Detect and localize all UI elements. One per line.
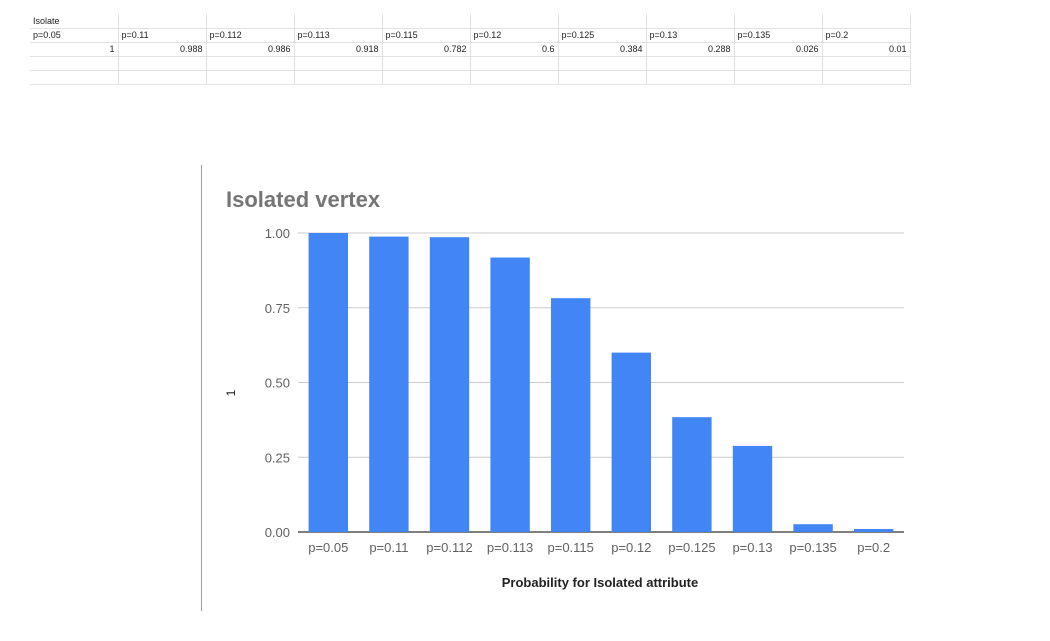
sheet-cell[interactable]: p=0.13 [646, 28, 735, 43]
y-tick-label: 0.00 [265, 525, 290, 540]
x-tick-label: p=0.11 [369, 540, 408, 555]
bar[interactable] [793, 524, 833, 532]
sheet-cell[interactable] [646, 70, 735, 85]
sheet-cell[interactable]: 0.986 [206, 42, 295, 57]
sheet-cell[interactable] [118, 14, 207, 29]
sheet-cell[interactable] [558, 56, 647, 71]
sheet-row [30, 70, 911, 85]
spreadsheet-grid: Isolate p=0.05 p=0.11 p=0.112 p=0.113 p=0.115… [30, 14, 911, 85]
sheet-cell[interactable] [646, 14, 735, 29]
sheet-cell[interactable]: Isolate [30, 14, 119, 29]
bar[interactable] [369, 236, 409, 532]
sheet-cell[interactable]: p=0.115 [382, 28, 471, 43]
bar[interactable] [672, 417, 712, 532]
sheet-cell[interactable] [294, 70, 383, 85]
bar[interactable] [854, 529, 894, 532]
sheet-cell[interactable] [822, 14, 911, 29]
y-tick-label: 0.25 [265, 450, 290, 465]
x-axis-title: Probability for Isolated attribute [502, 575, 698, 590]
sheet-cell[interactable]: 0.01 [822, 42, 911, 57]
x-tick-label: p=0.13 [732, 540, 772, 555]
sheet-cell[interactable] [382, 14, 471, 29]
sheet-cell[interactable] [734, 14, 823, 29]
bar[interactable] [732, 445, 773, 532]
sheet-cell[interactable] [558, 14, 647, 29]
sheet-cell[interactable]: 0.988 [118, 42, 207, 57]
x-tick-label: p=0.113 [487, 540, 533, 555]
sheet-cell[interactable] [822, 56, 911, 71]
sheet-cell[interactable]: p=0.113 [294, 28, 383, 43]
sheet-row: Isolate [30, 14, 911, 29]
bars [308, 233, 894, 532]
x-tick-label: p=0.115 [548, 540, 594, 555]
x-tick-label: p=0.05 [308, 540, 348, 555]
bar[interactable] [551, 298, 591, 532]
sheet-cell[interactable] [294, 14, 383, 29]
sheet-cell[interactable]: p=0.05 [30, 28, 119, 43]
sheet-cell[interactable] [206, 14, 295, 29]
sheet-cell[interactable]: p=0.125 [558, 28, 647, 43]
sheet-cell[interactable]: 0.6 [470, 42, 559, 57]
bar[interactable] [611, 352, 651, 532]
sheet-cell[interactable] [734, 70, 823, 85]
chart-title: Isolated vertex [226, 187, 381, 212]
sheet-cell[interactable] [206, 70, 295, 85]
sheet-row [30, 56, 911, 71]
sheet-cell[interactable] [30, 70, 119, 85]
bar[interactable] [490, 257, 530, 532]
sheet-cell[interactable] [382, 70, 471, 85]
sheet-row: p=0.05 p=0.11 p=0.112 p=0.113 p=0.115 p=0.12 p… [30, 28, 911, 43]
sheet-cell[interactable]: p=0.11 [118, 28, 207, 43]
sheet-cell[interactable] [646, 56, 735, 71]
sheet-cell[interactable]: p=0.135 [734, 28, 823, 43]
sheet-cell[interactable] [30, 56, 119, 71]
sheet-cell[interactable] [470, 56, 559, 71]
sheet-cell[interactable] [470, 70, 559, 85]
sheet-cell[interactable] [734, 56, 823, 71]
sheet-cell[interactable] [558, 70, 647, 85]
y-axis-title: 1 [224, 389, 238, 396]
sheet-cell[interactable]: 0.384 [558, 42, 647, 57]
sheet-row: 1 0.988 0.986 0.918 0.782 0.6 0.384 0.288 0.026 0… [30, 42, 911, 57]
sheet-cell[interactable] [822, 70, 911, 85]
bar-chart: Isolated vertex 0.00 0.25 0.50 0.75 1.00 p=0… [201, 165, 922, 611]
x-tick-label: p=0.135 [789, 540, 836, 555]
sheet-cell[interactable]: p=0.12 [470, 28, 559, 43]
sheet-cell[interactable]: 1 [30, 42, 119, 57]
sheet-cell[interactable]: p=0.2 [822, 28, 911, 43]
x-tick-label: p=0.112 [426, 540, 472, 555]
sheet-cell[interactable]: 0.288 [646, 42, 735, 57]
sheet-cell[interactable] [118, 56, 207, 71]
sheet-cell[interactable]: 0.918 [294, 42, 383, 57]
y-tick-labels: 0.00 0.25 0.50 0.75 1.00 [265, 226, 290, 540]
y-tick-label: 0.75 [265, 301, 290, 316]
x-tick-label: p=0.12 [611, 540, 651, 555]
sheet-cell[interactable] [382, 56, 471, 71]
y-tick-label: 0.50 [265, 376, 290, 391]
sheet-cell[interactable] [470, 14, 559, 29]
y-tick-label: 1.00 [265, 226, 290, 241]
x-tick-label: p=0.125 [668, 540, 715, 555]
bar[interactable] [308, 233, 348, 532]
x-tick-label: p=0.2 [857, 540, 890, 555]
sheet-cell[interactable] [118, 70, 207, 85]
chart-canvas: Isolated vertex 0.00 0.25 0.50 0.75 1.00 p=0… [224, 187, 904, 590]
sheet-cell[interactable]: 0.782 [382, 42, 471, 57]
sheet-cell[interactable]: p=0.112 [206, 28, 295, 43]
x-tick-labels: p=0.05 p=0.11 p=0.112 p=0.113 p=0.115 p=0.12 p… [308, 540, 890, 555]
sheet-cell[interactable] [206, 56, 295, 71]
bar[interactable] [429, 237, 470, 532]
sheet-cell[interactable] [294, 56, 383, 71]
sheet-cell[interactable]: 0.026 [734, 42, 823, 57]
